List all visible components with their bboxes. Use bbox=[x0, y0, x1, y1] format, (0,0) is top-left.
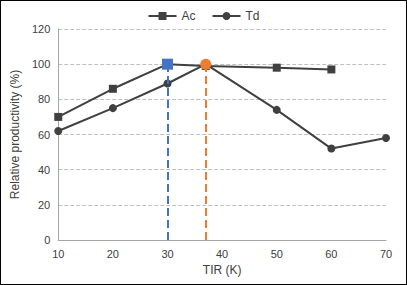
svg-text:Relative productivity (%): Relative productivity (%) bbox=[8, 70, 22, 199]
svg-text:40: 40 bbox=[38, 164, 50, 176]
svg-text:Ac: Ac bbox=[181, 9, 195, 23]
svg-text:50: 50 bbox=[271, 248, 283, 260]
svg-text:30: 30 bbox=[161, 248, 173, 260]
svg-text:100: 100 bbox=[32, 58, 50, 70]
svg-text:20: 20 bbox=[107, 248, 119, 260]
svg-text:60: 60 bbox=[325, 248, 337, 260]
svg-text:Td: Td bbox=[246, 9, 260, 23]
svg-text:60: 60 bbox=[38, 129, 50, 141]
svg-text:20: 20 bbox=[38, 199, 50, 211]
svg-text:120: 120 bbox=[32, 23, 50, 35]
svg-text:70: 70 bbox=[380, 248, 392, 260]
svg-text:40: 40 bbox=[216, 248, 228, 260]
svg-text:10: 10 bbox=[52, 248, 64, 260]
svg-text:80: 80 bbox=[38, 93, 50, 105]
svg-text:0: 0 bbox=[44, 234, 50, 246]
svg-text:TIR (K): TIR (K) bbox=[203, 263, 242, 277]
